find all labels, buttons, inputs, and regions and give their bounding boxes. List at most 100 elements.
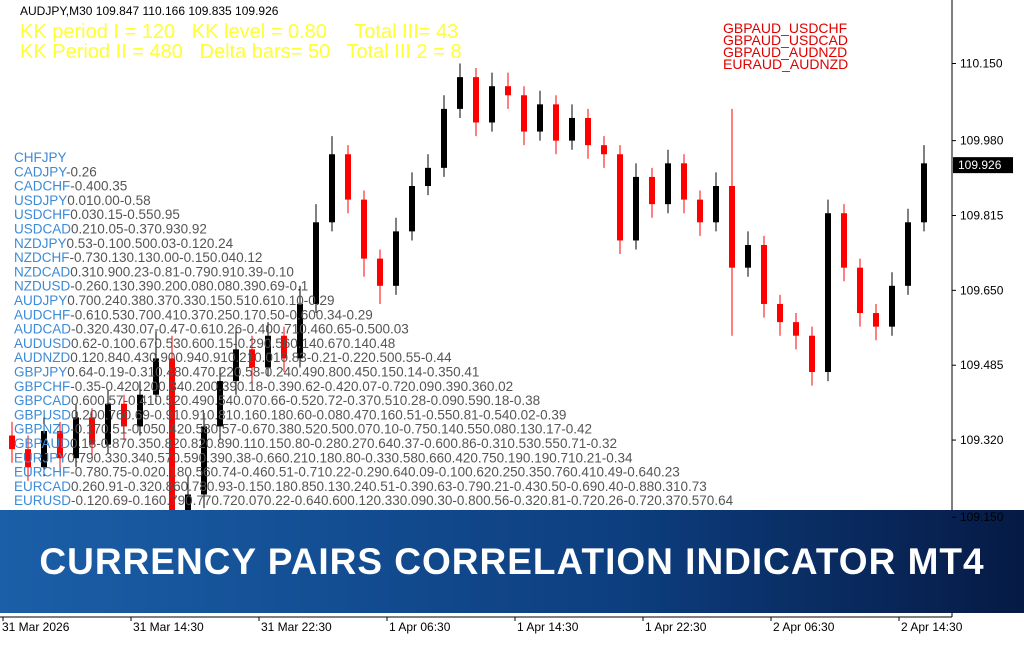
candle-body — [169, 358, 175, 586]
correlation-values: 0.010.00-0.58 — [67, 193, 150, 208]
correlation-values: -0.35-0.420.200.340.200.390.18-0.390.62-… — [70, 379, 513, 394]
signal-label: EURAUD_AUDNZD — [723, 56, 848, 72]
correlation-values: 0.700.240.380.370.330.150.510.610.10-0.2… — [67, 293, 334, 308]
candle-body — [697, 199, 703, 223]
candle-body — [489, 86, 495, 123]
pair-name: GBPJPY — [14, 365, 67, 380]
candle-body — [217, 381, 223, 427]
candle-body — [841, 213, 847, 268]
correlation-values: 0.260.91-0.320.860.780.93-0.150.180.850.… — [71, 479, 707, 494]
pair-name: GBPCAD — [14, 393, 71, 408]
pair-name: CADJPY — [14, 164, 67, 179]
matrix-row: USDCAD0.210.05-0.370.930.92 — [14, 222, 207, 237]
pair-name: EURCAD — [14, 479, 71, 494]
matrix-row: NZDJPY0.53-0.100.500.03-0.120.24 — [14, 236, 234, 251]
pair-name: AUDCHF — [14, 307, 70, 322]
correlation-values: 0.310.900.23-0.81-0.790.910.39-0.10 — [70, 264, 294, 279]
candle-body — [73, 417, 79, 459]
y-tick-label: 110.150 — [960, 57, 1003, 71]
pair-name: NZDCAD — [14, 264, 70, 279]
y-tick-label: 109.150 — [960, 510, 1004, 524]
correlation-values: 0.53-0.100.500.03-0.120.24 — [67, 236, 234, 251]
x-tick-label: 1 Apr 14:30 — [517, 620, 579, 634]
candle-body — [873, 313, 879, 327]
matrix-row: GBPUSD0.200.760.69-0.910.910.810.160.180… — [14, 407, 566, 422]
candle-body — [889, 285, 895, 327]
candle-body — [553, 104, 559, 141]
pair-name: EURUSD — [14, 493, 71, 508]
candle-body — [793, 322, 799, 336]
candle-body — [377, 258, 383, 286]
candle-body — [153, 358, 159, 395]
candle-body — [761, 244, 767, 304]
candle-body — [905, 222, 911, 286]
candle-body — [233, 349, 239, 382]
banner-title: CURRENCY PAIRS CORRELATION INDICATOR MT4 — [39, 541, 984, 582]
pair-name: NZDJPY — [14, 236, 67, 251]
candle-body — [825, 213, 831, 373]
y-tick-label: 109.815 — [960, 208, 1004, 222]
pair-name: USDJPY — [14, 193, 67, 208]
matrix-row: CADJPY-0.26 — [14, 164, 97, 179]
matrix-row: USDJPY0.010.00-0.58 — [14, 193, 151, 208]
matrix-row: NZDUSD-0.260.130.390.200.080.080.390.69-… — [14, 279, 308, 294]
candle-body — [281, 335, 287, 359]
candle-body — [617, 154, 623, 241]
candle-body — [505, 86, 511, 96]
matrix-row: GBPAUD0.18-0.870.350.820.820.890.110.150… — [14, 436, 617, 451]
correlation-values: -0.730.130.130.00-0.150.040.12 — [70, 250, 263, 265]
candle-body — [745, 244, 751, 268]
candle-body — [105, 403, 111, 445]
matrix-row: EURJPY0.790.330.340.570.590.390.38-0.660… — [14, 450, 633, 465]
x-tick-label: 1 Apr 06:30 — [389, 620, 451, 634]
correlation-values: -0.26 — [66, 164, 97, 179]
candle-body — [425, 167, 431, 187]
matrix-row: GBPCAD0.600.57-0.410.520.490.540.070.66-… — [14, 393, 540, 408]
signal-label: GBPAUD_USDCHF — [723, 20, 847, 36]
correlation-values: 0.790.330.340.570.590.390.38-0.660.210.1… — [67, 450, 633, 465]
candle-body — [473, 77, 479, 123]
correlation-values: 0.120.840.430.900.940.910.210.010.83-0.2… — [70, 350, 452, 365]
matrix-row: EURCHF-0.780.75-0.020.180.560.74-0.460.5… — [14, 465, 680, 480]
candle-body — [25, 449, 31, 468]
candle-body — [297, 303, 303, 359]
candle-body — [313, 222, 319, 304]
candle-body — [601, 145, 607, 155]
pair-name: USDCAD — [14, 222, 71, 237]
x-tick-label: 31 Mar 14:30 — [133, 620, 204, 634]
correlation-values: 0.200.760.69-0.910.910.810.160.180.60-0.… — [71, 407, 566, 422]
correlation-values: -0.320.430.07-0.47-0.610.26-0.400.710.46… — [71, 322, 409, 337]
candle-body — [585, 117, 591, 146]
matrix-row: EURCAD0.260.91-0.320.860.780.93-0.150.18… — [14, 479, 707, 494]
correlation-values: 0.030.15-0.550.95 — [70, 207, 180, 222]
candle-body — [409, 186, 415, 232]
current-price-label: 109.926 — [958, 158, 1002, 172]
matrix-row: AUDCAD-0.320.430.07-0.47-0.610.26-0.400.… — [14, 322, 409, 337]
correlation-values: 0.210.05-0.370.930.92 — [71, 222, 207, 237]
y-tick-label: 109.485 — [960, 358, 1004, 372]
correlation-values: -0.400.35 — [70, 179, 127, 194]
pair-name: AUDJPY — [14, 293, 67, 308]
pair-name: USDCHF — [14, 207, 70, 222]
x-tick-label: 31 Mar 2026 — [2, 620, 70, 634]
candle-body — [265, 335, 271, 368]
pair-name: GBPUSD — [14, 407, 71, 422]
y-tick-label: 109.650 — [960, 283, 1004, 297]
candle-body — [361, 199, 367, 259]
candle-body — [137, 394, 143, 427]
candle-body — [521, 95, 527, 132]
candle-body — [857, 267, 863, 314]
candle-body — [41, 430, 47, 468]
matrix-row: CHFJPY — [14, 150, 67, 165]
x-tick-label: 31 Mar 22:30 — [261, 620, 332, 634]
candle-body — [441, 108, 447, 168]
candle-body — [633, 176, 639, 241]
pair-name: GBPAUD — [14, 436, 70, 451]
pair-name: AUDNZD — [14, 350, 70, 365]
candle-body — [569, 117, 575, 141]
correlation-values: 0.600.57-0.410.520.490.540.070.66-0.520.… — [71, 393, 540, 408]
correlation-values: -0.120.69-0.160.790.770.720.070.22-0.640… — [71, 493, 734, 508]
settings-line: KK Period II = 480 Delta bars= 50 Total … — [20, 41, 462, 63]
pair-name: AUDCAD — [14, 322, 71, 337]
x-tick-label: 1 Apr 22:30 — [645, 620, 707, 634]
